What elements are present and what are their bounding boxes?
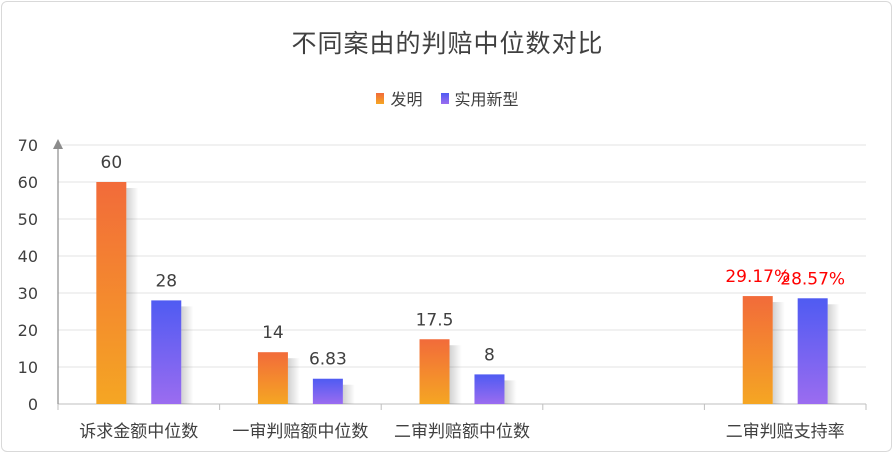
bar-utility-model [474,374,505,404]
legend: 发明 实用新型 [0,86,895,110]
y-tick-label: 20 [18,321,38,340]
bar-utility-model [797,298,828,404]
bar-invention [96,182,127,404]
bar-shadow [287,358,300,404]
legend-label-invention: 发明 [390,90,423,109]
data-label: 6.83 [309,350,347,370]
bar-shadow [126,188,139,404]
bar-invention [742,296,773,404]
bar-shadow [342,384,355,404]
y-tick-label: 0 [28,395,38,414]
bar-utility-model [312,378,343,404]
chart-title: 不同案由的判赔中位数对比 [291,29,604,58]
legend-swatch-utility-model [440,92,449,104]
x-tick-label: 一审判赔额中位数 [232,422,368,442]
x-tick-label: 诉求金额中位数 [79,422,198,442]
bar-shadow [827,304,840,404]
y-tick-label: 70 [18,136,38,155]
data-label: 60 [101,153,123,173]
data-label: 17.5 [416,310,454,330]
data-label: 28 [155,271,177,291]
data-label: 28.57% [780,269,845,289]
data-label: 14 [262,323,284,343]
bar-shadow [772,302,785,404]
bar-utility-model [151,300,182,404]
legend-item-utility-model: 实用新型 [440,86,519,110]
x-tick-label: 二审判赔支持率 [726,422,845,442]
bar-invention [419,339,450,404]
data-label: 8 [484,345,495,365]
legend-item-invention: 发明 [376,86,423,110]
legend-swatch-invention [376,92,385,104]
y-tick-label: 50 [18,210,38,229]
y-tick-label: 60 [18,173,38,192]
y-tick-label: 30 [18,284,38,303]
y-axis-arrow-icon [53,139,63,149]
y-tick-label: 40 [18,247,38,266]
data-label: 29.17% [725,267,790,287]
y-tick-label: 10 [18,358,38,377]
bar-shadow [504,380,517,404]
legend-label-utility-model: 实用新型 [454,90,519,109]
bar-invention [257,352,288,404]
bar-shadow [449,345,462,404]
bar-shadow [181,306,194,404]
x-tick-label: 二审判赔额中位数 [394,422,530,442]
